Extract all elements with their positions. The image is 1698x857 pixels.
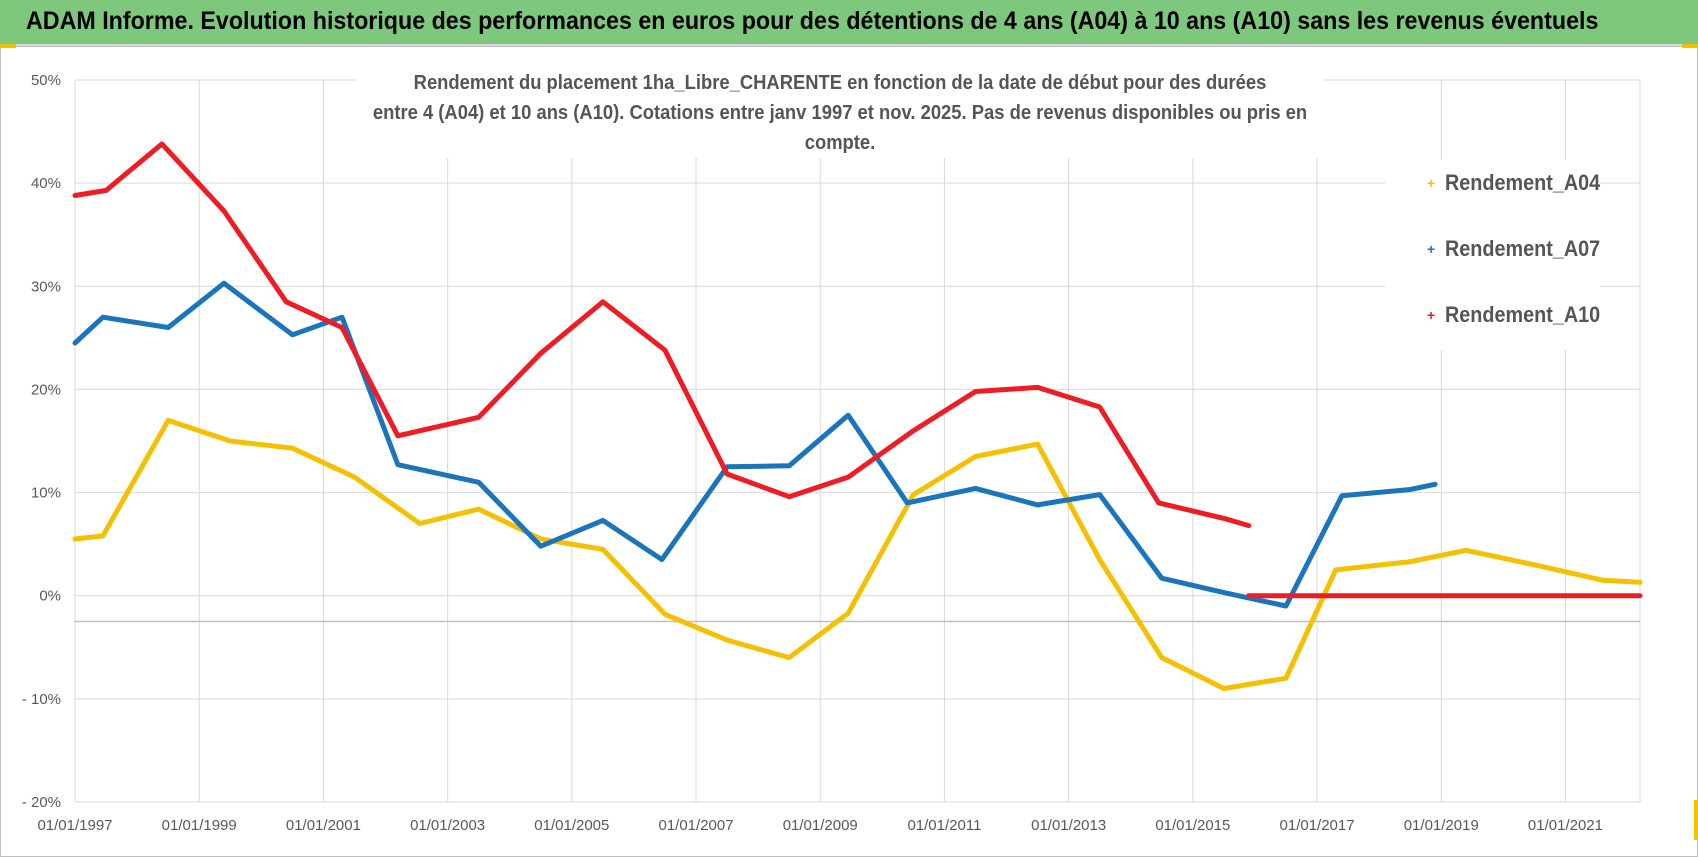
x-tick-label: 01/01/2017 <box>1280 817 1355 834</box>
chart-legend: + Rendement_A04 + Rendement_A07 + Rendem… <box>1385 160 1600 350</box>
axis-labels: - 20% - 10% 0% 10% 20% 30% 40% 50% 01/01/1997 01/… <box>22 72 1603 834</box>
corner-mark-right-bottom <box>1694 800 1698 840</box>
banner-title: ADAM Informe. Evolution historique des p… <box>26 7 1599 35</box>
corner-mark-top-right <box>1682 44 1698 48</box>
legend-marker-a10: + <box>1427 307 1436 323</box>
legend-marker-a07: + <box>1427 241 1436 257</box>
corner-mark-top-left <box>0 44 16 48</box>
x-tick-label: 01/01/2001 <box>286 817 361 834</box>
x-tick-label: 01/01/2005 <box>534 817 609 834</box>
y-tick-label: - 10% <box>22 691 61 708</box>
legend-label-a04: Rendement_A04 <box>1445 170 1601 195</box>
y-tick-label: - 20% <box>22 794 61 811</box>
legend-item-a10: + Rendement_A10 <box>1427 300 1617 330</box>
chart-title-line-1: Rendement du placement 1ha_Libre_CHARENT… <box>413 72 1267 94</box>
x-tick-label: 01/01/2009 <box>783 817 858 834</box>
x-tick-label: 01/01/2011 <box>907 817 981 834</box>
x-tick-label: 01/01/2021 <box>1528 817 1603 834</box>
legend-label-a10: Rendement_A10 <box>1445 302 1601 327</box>
x-tick-label: 01/01/2013 <box>1031 817 1106 834</box>
legend-item-a04: + Rendement_A04 <box>1427 168 1617 198</box>
y-tick-label: 50% <box>31 72 61 89</box>
y-tick-label: 30% <box>31 278 61 295</box>
x-tick-label: 01/01/2015 <box>1155 817 1230 834</box>
series-line-rendement-a04 <box>72 417 1643 691</box>
header-banner: ADAM Informe. Evolution historique des p… <box>0 0 1698 46</box>
legend-item-a07: + Rendement_A07 <box>1427 234 1617 264</box>
chart-title: Rendement du placement 1ha_Libre_CHARENT… <box>357 68 1323 158</box>
x-tick-label: 01/01/2019 <box>1404 817 1479 834</box>
chart-title-line-2: entre 4 (A04) et 10 ans (A10). Cotations… <box>372 102 1308 154</box>
y-tick-label: 40% <box>31 175 61 192</box>
x-tick-label: 01/01/2003 <box>410 817 485 834</box>
legend-label-a07: Rendement_A07 <box>1445 236 1601 261</box>
y-tick-label: 0% <box>39 588 61 605</box>
x-tick-label: 01/01/1999 <box>162 817 237 834</box>
legend-marker-a04: + <box>1427 175 1436 191</box>
x-tick-label: 01/01/2007 <box>658 817 733 834</box>
series-line-rendement-a07 <box>72 280 1438 609</box>
series-lines <box>72 141 1643 691</box>
x-tick-label: 01/01/1997 <box>37 817 112 834</box>
y-tick-label: 10% <box>31 485 61 502</box>
series-line-rendement-a10 <box>72 141 1252 529</box>
y-tick-label: 20% <box>31 381 61 398</box>
